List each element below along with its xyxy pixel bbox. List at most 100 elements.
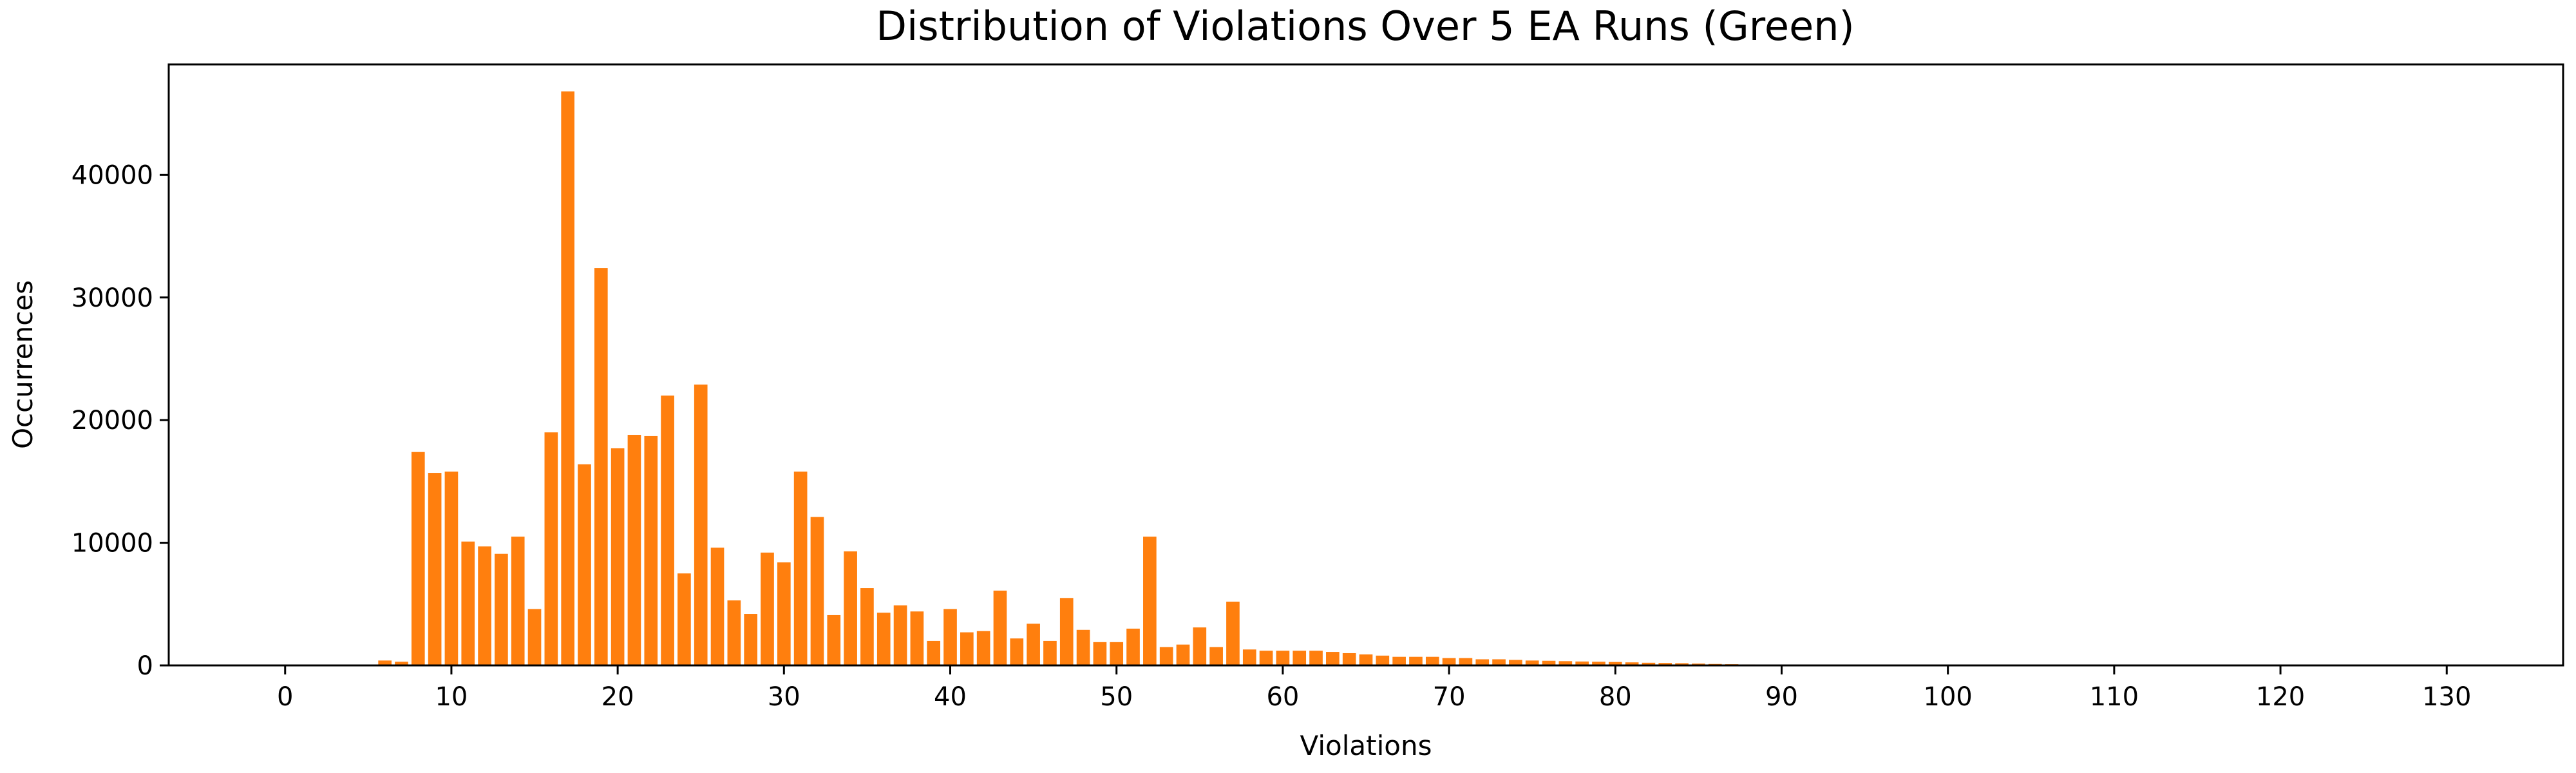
bar-43 — [993, 590, 1007, 665]
x-tick-label-70: 70 — [1433, 682, 1466, 712]
x-tick-label-90: 90 — [1765, 682, 1798, 712]
bar-74 — [1509, 660, 1522, 665]
y-tick-label-20000: 20000 — [71, 406, 153, 435]
bar-21 — [627, 435, 641, 665]
bar-24 — [677, 573, 691, 665]
bar-67 — [1392, 656, 1406, 665]
bar-9 — [428, 473, 442, 665]
x-tick-label-100: 100 — [1924, 682, 1973, 712]
bars-group — [378, 91, 1788, 666]
y-tick-label-0: 0 — [137, 651, 153, 681]
bar-12 — [478, 546, 491, 665]
x-tick-label-130: 130 — [2422, 682, 2471, 712]
bar-50 — [1110, 642, 1124, 665]
bar-36 — [876, 613, 891, 665]
bar-27 — [727, 600, 741, 665]
bar-59 — [1259, 651, 1273, 665]
y-tick-label-40000: 40000 — [71, 160, 153, 190]
bar-65 — [1359, 654, 1373, 665]
bar-16 — [544, 432, 558, 665]
bar-38 — [910, 611, 924, 665]
bar-55 — [1193, 627, 1207, 665]
bar-70 — [1442, 658, 1456, 665]
bar-80 — [1608, 662, 1622, 665]
bar-77 — [1558, 661, 1573, 665]
bar-33 — [827, 615, 841, 665]
bar-62 — [1309, 651, 1323, 665]
bar-15 — [527, 609, 542, 665]
bar-83 — [1658, 663, 1672, 665]
x-axis-ticks: 0 10 20 30 40 50 60 70 80 90 100 110 120 130 — [277, 665, 2471, 712]
bar-41 — [960, 632, 974, 665]
bar-72 — [1475, 659, 1490, 665]
bar-32 — [810, 517, 824, 665]
y-tick-label-10000: 10000 — [71, 529, 153, 558]
bar-75 — [1525, 660, 1539, 665]
bar-69 — [1425, 656, 1439, 665]
bar-68 — [1409, 656, 1423, 665]
bar-19 — [594, 268, 608, 666]
y-tick-label-30000: 30000 — [71, 283, 153, 313]
bar-57 — [1226, 601, 1240, 665]
x-tick-label-10: 10 — [435, 682, 468, 712]
bar-66 — [1376, 655, 1390, 665]
bar-63 — [1326, 652, 1340, 665]
bar-25 — [694, 384, 708, 665]
bar-44 — [1010, 638, 1024, 665]
bar-40 — [943, 609, 957, 665]
x-axis-label: Violations — [1300, 730, 1432, 761]
bar-47 — [1059, 598, 1074, 665]
bar-20 — [611, 448, 625, 665]
bar-11 — [461, 541, 475, 665]
bar-61 — [1293, 651, 1307, 665]
bar-51 — [1126, 628, 1140, 665]
bar-10 — [444, 472, 459, 665]
bar-58 — [1242, 649, 1256, 665]
bar-35 — [860, 588, 874, 665]
bar-81 — [1625, 662, 1639, 665]
bar-48 — [1076, 629, 1090, 665]
bar-73 — [1492, 659, 1506, 665]
bar-14 — [511, 537, 525, 665]
x-tick-label-50: 50 — [1100, 682, 1133, 712]
bar-7 — [395, 662, 408, 665]
bar-22 — [644, 435, 658, 665]
bar-84 — [1675, 663, 1689, 665]
bar-13 — [495, 553, 508, 665]
y-axis-label: Occurrences — [7, 280, 39, 449]
bar-71 — [1459, 658, 1473, 665]
bar-76 — [1542, 660, 1556, 665]
bar-52 — [1143, 537, 1157, 665]
bar-6 — [378, 660, 392, 665]
bar-64 — [1342, 653, 1356, 665]
x-tick-label-80: 80 — [1599, 682, 1632, 712]
x-tick-label-60: 60 — [1266, 682, 1299, 712]
bar-30 — [777, 562, 791, 665]
bar-28 — [744, 614, 758, 665]
bar-42 — [976, 631, 990, 665]
x-tick-label-30: 30 — [768, 682, 800, 712]
bar-54 — [1176, 644, 1190, 665]
bar-60 — [1276, 651, 1290, 665]
bar-8 — [411, 452, 425, 665]
bar-26 — [710, 548, 724, 665]
x-tick-label-110: 110 — [2090, 682, 2139, 712]
x-tick-label-0: 0 — [277, 682, 293, 712]
bar-79 — [1592, 662, 1605, 665]
bar-17 — [561, 91, 574, 665]
x-tick-label-40: 40 — [934, 682, 967, 712]
bar-39 — [927, 640, 941, 665]
x-tick-label-120: 120 — [2256, 682, 2305, 712]
bar-82 — [1642, 662, 1656, 665]
bar-23 — [661, 396, 674, 665]
bar-46 — [1043, 640, 1057, 665]
bar-18 — [578, 464, 591, 665]
bar-78 — [1575, 661, 1589, 665]
bar-53 — [1159, 647, 1173, 665]
bar-37 — [893, 605, 907, 665]
plot-frame — [167, 63, 2564, 667]
y-axis-ticks: 0 10000 20000 30000 40000 — [71, 160, 169, 681]
bar-49 — [1093, 642, 1107, 665]
chart-title: Distribution of Violations Over 5 EA Run… — [876, 3, 1854, 50]
